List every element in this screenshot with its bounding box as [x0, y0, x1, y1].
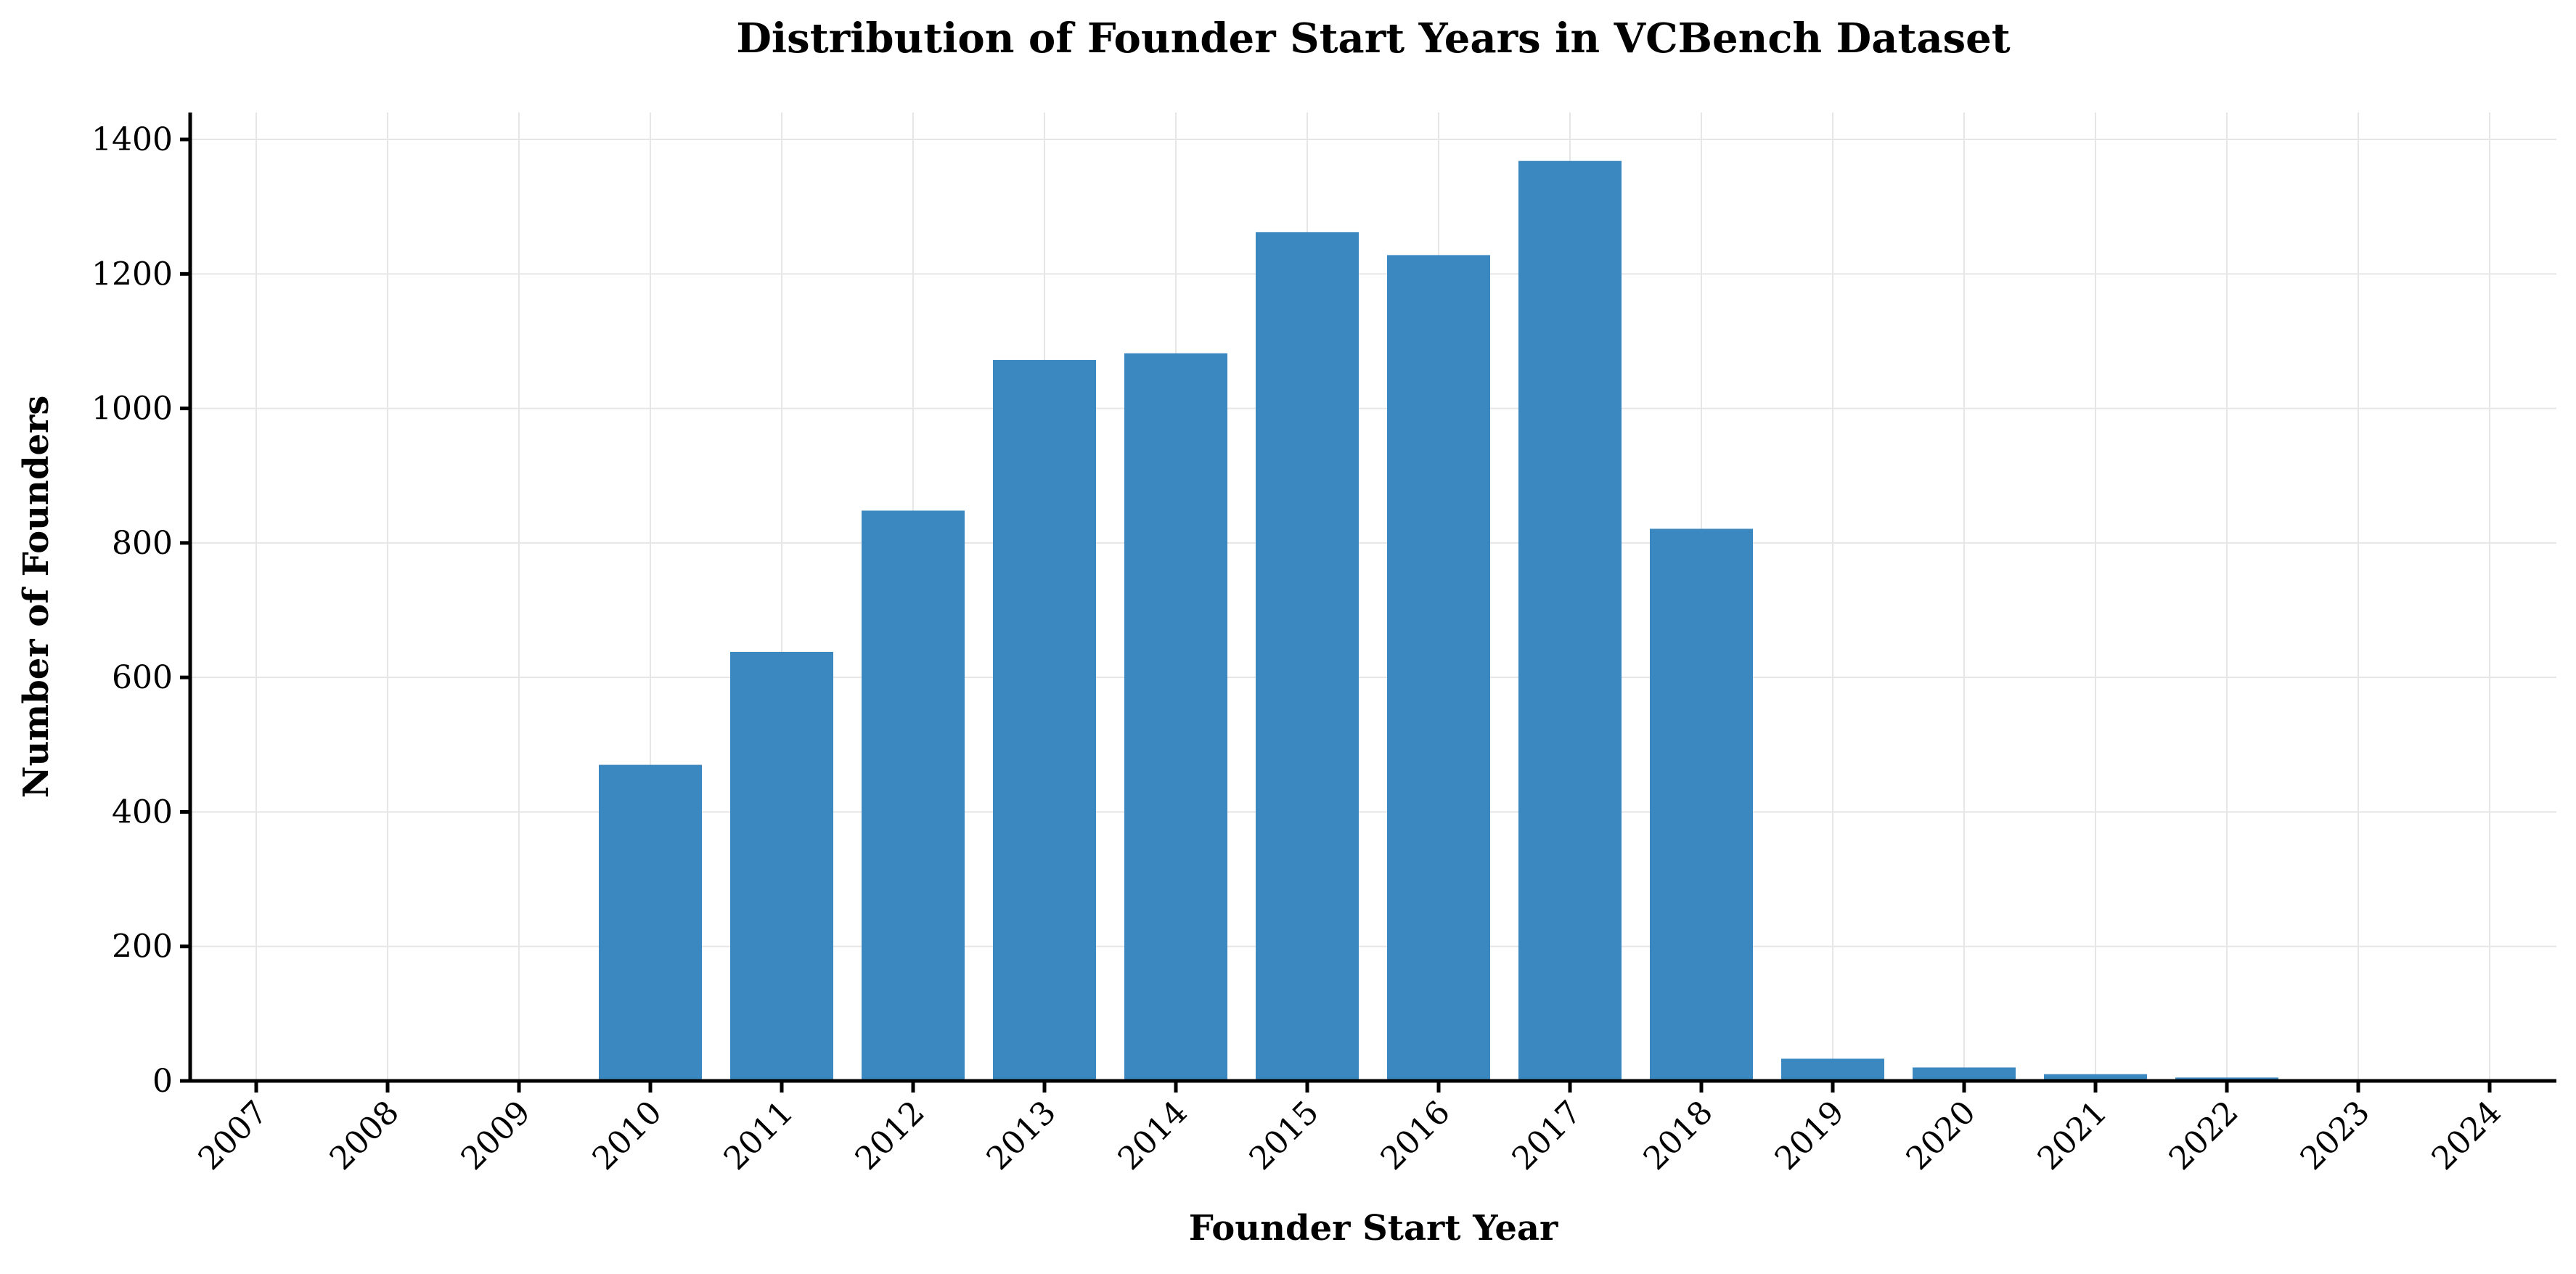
x-tick-label: 2023: [2294, 1094, 2377, 1177]
x-tick-label: 2022: [2162, 1094, 2246, 1177]
x-tick-label: 2011: [717, 1094, 801, 1177]
bar-2012: [862, 510, 965, 1081]
x-tick-label: 2019: [1768, 1094, 1852, 1177]
x-tick-label: 2015: [1243, 1094, 1326, 1177]
y-tick-label: 1000: [91, 391, 173, 428]
chart-title: Distribution of Founder Start Years in V…: [736, 15, 2010, 62]
bar-2020: [1913, 1067, 2016, 1081]
bar-2010: [599, 764, 702, 1081]
bar-2019: [1781, 1058, 1884, 1081]
x-tick-label: 2010: [586, 1094, 669, 1177]
y-tick-label: 0: [152, 1063, 173, 1100]
x-tick-label: 2012: [849, 1094, 932, 1177]
y-tick-label: 600: [112, 659, 173, 696]
x-tick-label: 2016: [1374, 1094, 1457, 1177]
y-tick-label: 800: [112, 525, 173, 562]
bar-2015: [1256, 232, 1359, 1081]
y-axis-label: Number of Founders: [16, 396, 57, 799]
x-tick-label: 2009: [454, 1094, 538, 1177]
x-tick-label: 2008: [323, 1094, 406, 1177]
x-tick-label: 2020: [1900, 1094, 1983, 1177]
bar-2014: [1124, 353, 1227, 1081]
x-tick-label: 2017: [1505, 1094, 1589, 1177]
x-tick-label: 2018: [1637, 1094, 1720, 1177]
grid-layer: [190, 113, 2556, 1082]
bar-2021: [2044, 1074, 2147, 1081]
x-tick-label: 2021: [2031, 1094, 2114, 1177]
y-tick-label: 200: [112, 928, 173, 965]
bars-layer: [599, 160, 2278, 1082]
bar-2018: [1650, 528, 1753, 1081]
bar-2017: [1518, 160, 1622, 1082]
x-axis-label: Founder Start Year: [1189, 1208, 1558, 1249]
x-tick-label: 2024: [2425, 1094, 2508, 1177]
y-tick-label: 400: [112, 793, 173, 830]
y-tick-label: 1400: [91, 121, 173, 158]
x-tick-label: 2007: [192, 1094, 275, 1177]
x-tick-label: 2014: [1111, 1094, 1195, 1177]
bar-2016: [1387, 255, 1490, 1082]
y-tick-label: 1200: [91, 256, 173, 293]
bar-2013: [993, 359, 1096, 1081]
bar-2011: [730, 651, 833, 1081]
x-tick-label: 2013: [980, 1094, 1063, 1177]
axes-layer: [188, 113, 2556, 1083]
